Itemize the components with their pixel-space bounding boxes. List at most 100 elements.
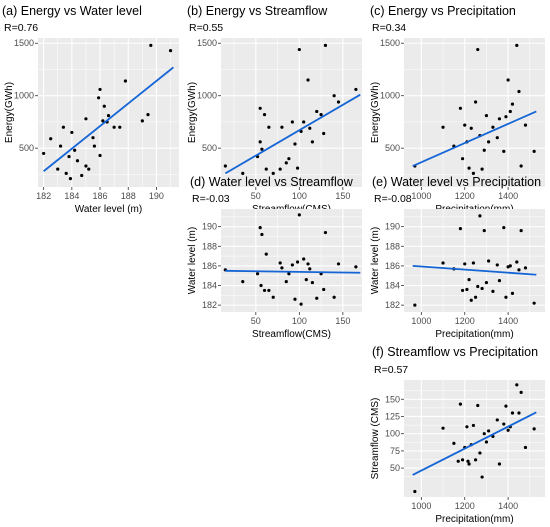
panel-title: (d) Water level vs Streamflow <box>190 175 354 189</box>
data-point <box>73 148 77 152</box>
data-point <box>297 47 301 52</box>
data-point <box>322 131 326 136</box>
x-tick-label: 150 <box>335 191 350 201</box>
data-point <box>278 261 282 265</box>
data-point <box>441 261 445 265</box>
data-point <box>262 288 267 293</box>
x-tick-label: 1400 <box>498 191 518 201</box>
data-point <box>280 266 284 270</box>
data-point <box>98 153 102 158</box>
data-point <box>463 123 467 127</box>
data-point <box>458 227 462 231</box>
data-point <box>49 137 53 141</box>
data-point <box>478 214 482 218</box>
data-point <box>497 117 502 121</box>
data-point <box>473 458 478 462</box>
data-point <box>67 154 71 159</box>
panel-title: (f) Streamflow vs Precipitation <box>372 345 538 359</box>
regression-line <box>412 264 537 276</box>
x-tick-label: 1400 <box>498 501 518 511</box>
data-point <box>469 126 473 130</box>
x-tick-label: 188 <box>121 191 136 201</box>
data-point <box>310 280 314 285</box>
data-point <box>495 263 499 267</box>
data-point <box>532 427 536 431</box>
x-tick-label: 1000 <box>411 501 431 511</box>
data-point <box>149 43 153 47</box>
data-point <box>287 157 291 161</box>
data-point <box>101 119 105 123</box>
panel-title: (c) Energy vs Precipitation <box>370 4 516 18</box>
x-tick-label: 50 <box>251 191 261 201</box>
data-point <box>61 125 65 129</box>
data-point <box>413 489 417 494</box>
data-point <box>299 302 303 306</box>
data-point <box>476 47 480 52</box>
data-point <box>467 462 471 466</box>
data-point <box>241 171 245 175</box>
data-point <box>56 167 60 171</box>
data-point <box>517 89 521 94</box>
data-point <box>504 115 508 119</box>
data-point <box>517 268 521 272</box>
data-point <box>295 166 300 170</box>
data-point <box>413 303 417 307</box>
regression-line <box>43 66 174 172</box>
data-point <box>262 112 267 117</box>
data-point <box>264 252 268 256</box>
y-tick-label: 186 <box>385 261 400 271</box>
y-tick-label: 125 <box>385 411 400 421</box>
data-point <box>260 147 264 151</box>
data-point <box>508 264 512 268</box>
y-tick-label: 50 <box>390 463 400 473</box>
data-point <box>264 167 268 171</box>
data-point <box>287 272 291 276</box>
data-point <box>465 425 469 429</box>
data-point <box>91 136 95 140</box>
data-point <box>460 157 465 161</box>
chart-panel-b: (b) Energy vs Streamflow R=0.55 50 100 150 50… <box>187 4 362 215</box>
data-point <box>118 125 122 129</box>
data-point <box>267 125 271 129</box>
data-point <box>497 279 502 283</box>
x-tick-label: 190 <box>149 191 164 201</box>
y-axis-label: Water level (m) <box>370 227 381 294</box>
data-point <box>302 120 306 124</box>
data-point <box>519 390 523 394</box>
regression-line <box>224 93 361 175</box>
y-tick-label: 500 <box>19 143 34 153</box>
data-point <box>332 295 336 299</box>
data-point <box>519 228 523 233</box>
data-point <box>510 411 515 415</box>
data-point <box>255 272 260 276</box>
data-point <box>241 279 245 284</box>
data-point <box>465 287 469 292</box>
data-point <box>491 125 495 129</box>
data-point <box>304 278 308 282</box>
x-tick-label: 100 <box>292 191 307 201</box>
data-point <box>484 114 489 118</box>
correlation-label: R=0.55 <box>189 22 223 34</box>
x-tick-label: 1400 <box>498 316 518 326</box>
data-point <box>293 297 297 301</box>
data-point <box>458 402 462 406</box>
y-tick-label: 182 <box>385 300 400 310</box>
x-tick-label: 182 <box>36 191 51 201</box>
regression-line <box>412 110 537 167</box>
data-point <box>482 432 486 436</box>
chart-panel-f: (f) Streamflow vs Precipitation R=0.57 100… <box>370 345 545 525</box>
data-point <box>258 140 262 144</box>
data-point <box>336 262 341 266</box>
data-point <box>476 403 480 408</box>
data-point <box>70 130 74 135</box>
x-axis-label: Water level (m) <box>75 204 142 215</box>
x-tick-label: 1000 <box>411 316 431 326</box>
plot-area <box>221 209 362 312</box>
data-point <box>64 171 68 175</box>
plot-area <box>221 38 362 187</box>
y-tick-label: 182 <box>202 300 217 310</box>
data-point <box>87 167 91 171</box>
y-tick-label: 188 <box>385 241 400 251</box>
chart-panel-e: (e) Water level vs PrecipitationR=-0.081… <box>370 175 545 340</box>
data-point <box>295 260 300 264</box>
